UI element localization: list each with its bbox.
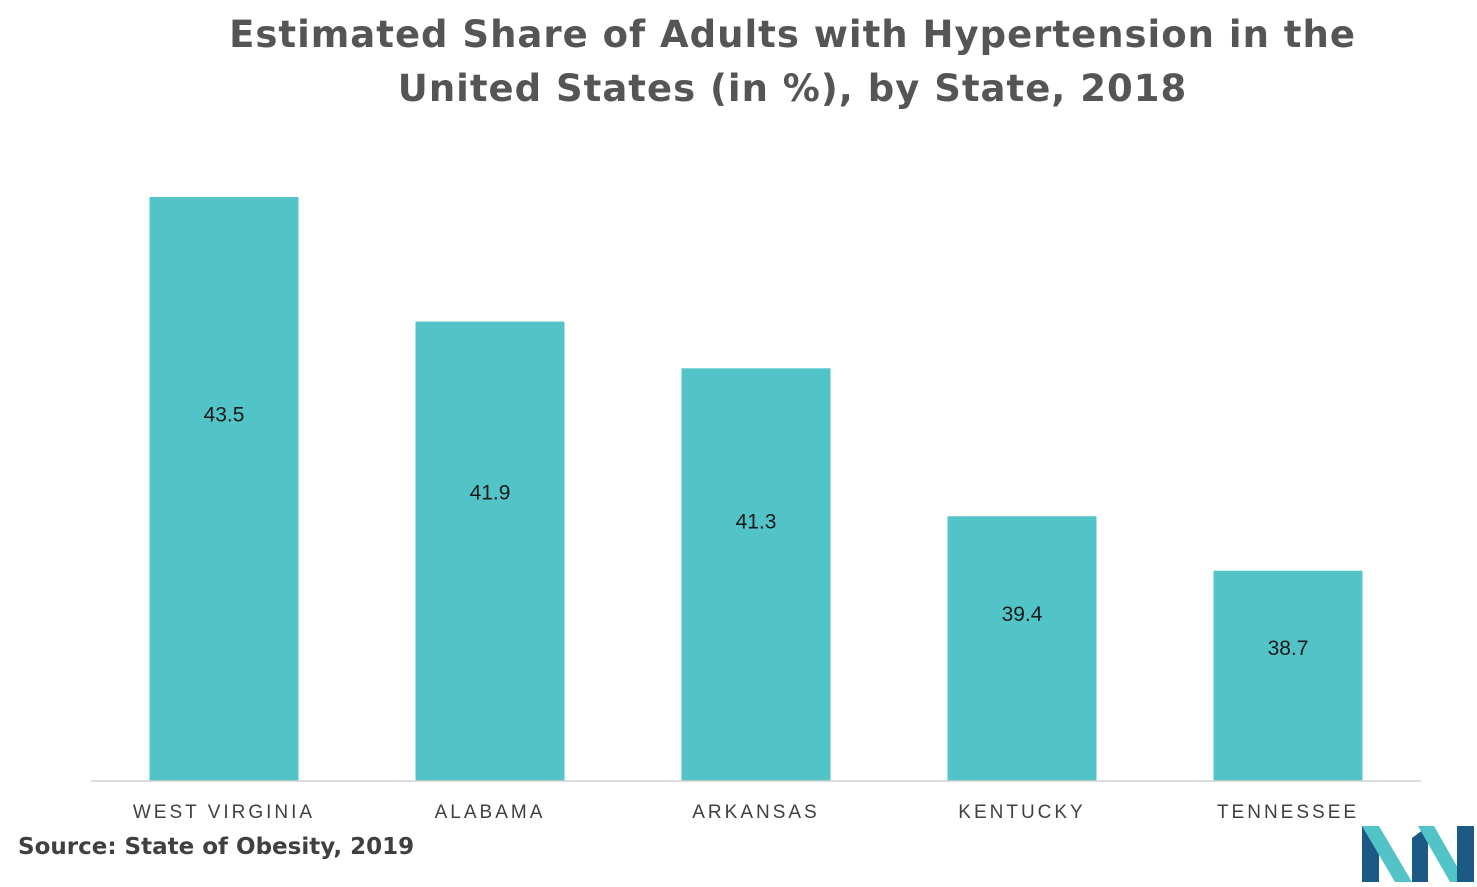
category-label: ARKANSAS [692,802,819,823]
bar-west-virginia [149,197,299,781]
logo-diagonal-2 [1418,826,1466,882]
bar-value-label: 43.5 [204,404,245,427]
bar-value-label: 41.3 [736,511,777,534]
category-label: TENNESSEE [1217,802,1359,823]
chart-title-line-2: United States (in %), by State, 2018 [397,67,1188,110]
chart-title-line-1: Estimated Share of Adults with Hypertens… [229,13,1356,56]
category-label: KENTUCKY [958,802,1085,823]
logo-right-stroke [1457,826,1474,882]
bars-group [149,197,1363,781]
company-logo-icon [1362,826,1474,882]
bar-value-label: 39.4 [1002,603,1043,626]
bar-value-labels-group: 43.5 41.9 41.3 39.4 38.7 [204,404,1309,661]
logo-diagonal-1 [1362,826,1412,882]
source-note: Source: State of Obesity, 2019 [18,834,415,860]
bar-alabama [415,321,565,781]
category-label: ALABAMA [435,802,546,823]
chart-title: Estimated Share of Adults with Hypertens… [0,8,1477,116]
bar-value-label: 38.7 [1268,637,1309,660]
bar-value-label: 41.9 [470,481,511,504]
category-label: WEST VIRGINIA [133,802,315,823]
bar-kentucky [947,516,1097,781]
logo-middle-stroke [1412,826,1428,882]
bar-arkansas [681,368,831,781]
bar-tennessee [1213,570,1363,781]
category-labels-group: WEST VIRGINIA ALABAMA ARKANSAS KENTUCKY TENN… [133,802,1359,823]
